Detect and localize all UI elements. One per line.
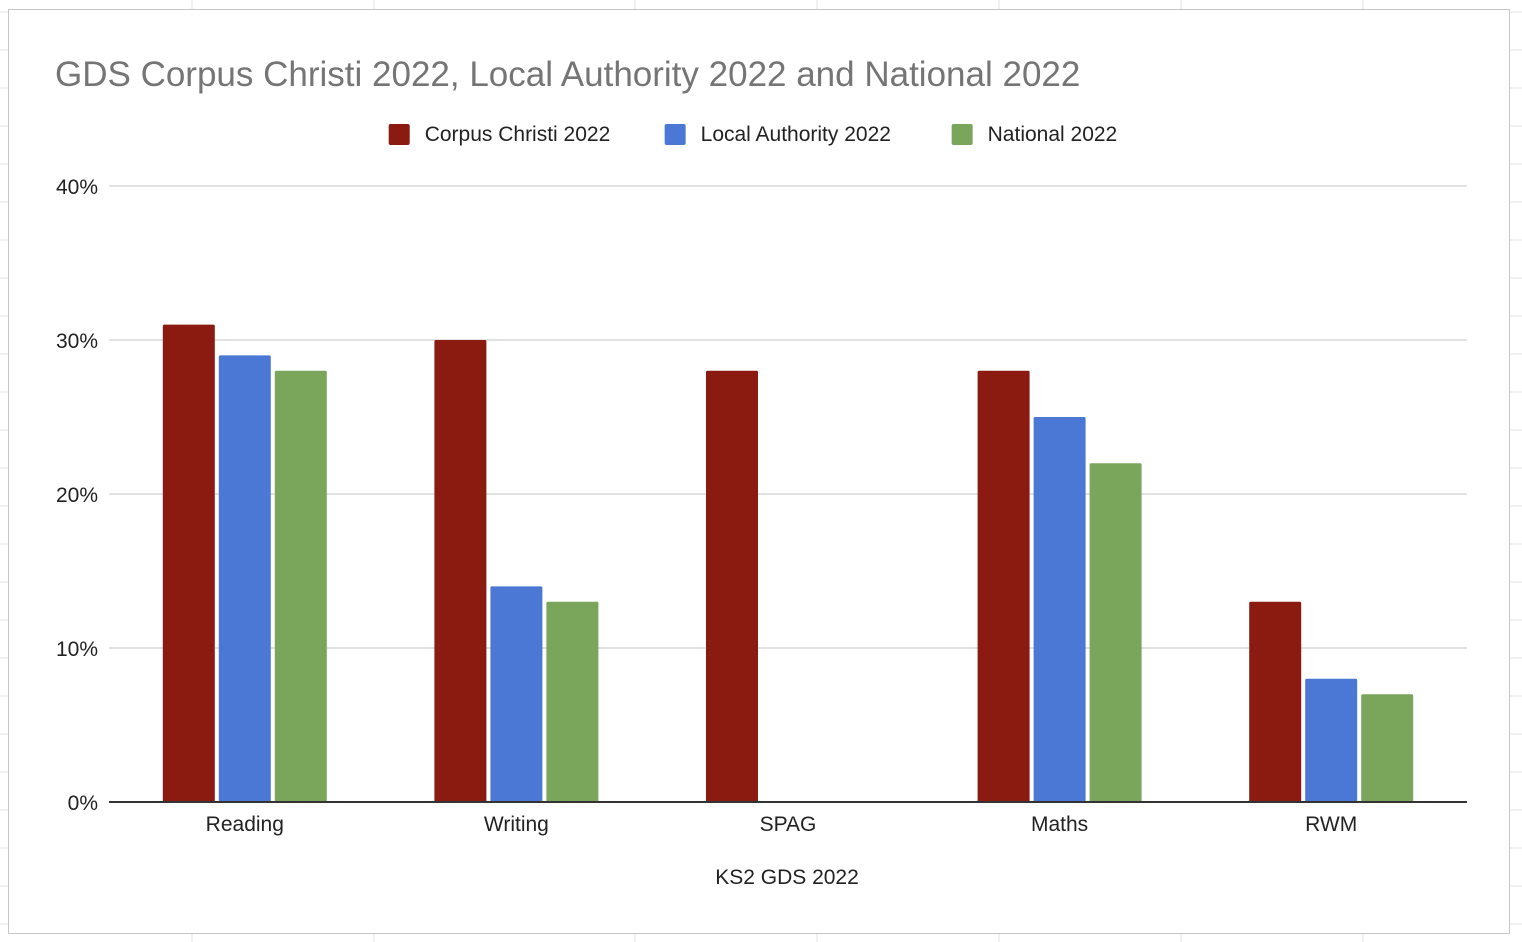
bar-chart: GDS Corpus Christi 2022, Local Authority… bbox=[55, 55, 1467, 889]
x-category-label: SPAG bbox=[760, 813, 817, 836]
bar-reading-series-1[interactable] bbox=[162, 324, 215, 802]
y-tick-label: 0% bbox=[68, 792, 98, 815]
bar-maths-series-1[interactable] bbox=[977, 370, 1030, 802]
bar-rwm-series-1[interactable] bbox=[1249, 601, 1302, 802]
legend-swatch bbox=[388, 124, 410, 145]
chart-title: GDS Corpus Christi 2022, Local Authority… bbox=[55, 55, 1080, 94]
y-tick-label: 30% bbox=[56, 330, 98, 353]
x-category-label: Maths bbox=[1031, 813, 1088, 836]
bar-writing-series-1[interactable] bbox=[434, 340, 487, 802]
gridlines bbox=[109, 185, 1467, 649]
bar-writing-series-3[interactable] bbox=[546, 601, 599, 802]
x-category-label: Reading bbox=[206, 813, 284, 836]
x-category-label: RWM bbox=[1305, 813, 1357, 836]
legend-swatch bbox=[664, 124, 686, 145]
bar-reading-series-2[interactable] bbox=[218, 355, 271, 802]
legend-label: National 2022 bbox=[988, 123, 1118, 146]
x-axis-title: KS2 GDS 2022 bbox=[715, 866, 859, 889]
bar-reading-series-3[interactable] bbox=[274, 370, 327, 802]
bar-maths-series-2[interactable] bbox=[1033, 417, 1086, 802]
y-tick-label: 40% bbox=[56, 176, 98, 199]
chart-container[interactable]: GDS Corpus Christi 2022, Local Authority… bbox=[8, 9, 1510, 934]
bar-maths-series-3[interactable] bbox=[1089, 463, 1142, 802]
y-axis-tick-labels: 0% 10% 20% 30% 40% bbox=[56, 176, 98, 815]
y-tick-label: 20% bbox=[56, 484, 98, 507]
bar-spag-series-1[interactable] bbox=[706, 370, 758, 802]
legend: Corpus Christi 2022 Local Authority 2022 N… bbox=[388, 123, 1118, 146]
legend-label: Local Authority 2022 bbox=[701, 123, 891, 146]
bar-rwm-series-2[interactable] bbox=[1305, 678, 1358, 802]
bar-writing-series-2[interactable] bbox=[490, 586, 543, 802]
x-axis-category-labels: Reading Writing SPAG Maths RWM bbox=[206, 813, 1358, 836]
x-category-label: Writing bbox=[484, 813, 549, 836]
bars bbox=[162, 324, 1414, 802]
legend-swatch bbox=[951, 124, 973, 145]
y-tick-label: 10% bbox=[56, 638, 98, 661]
legend-label: Corpus Christi 2022 bbox=[425, 123, 611, 146]
bar-rwm-series-3[interactable] bbox=[1361, 694, 1414, 802]
